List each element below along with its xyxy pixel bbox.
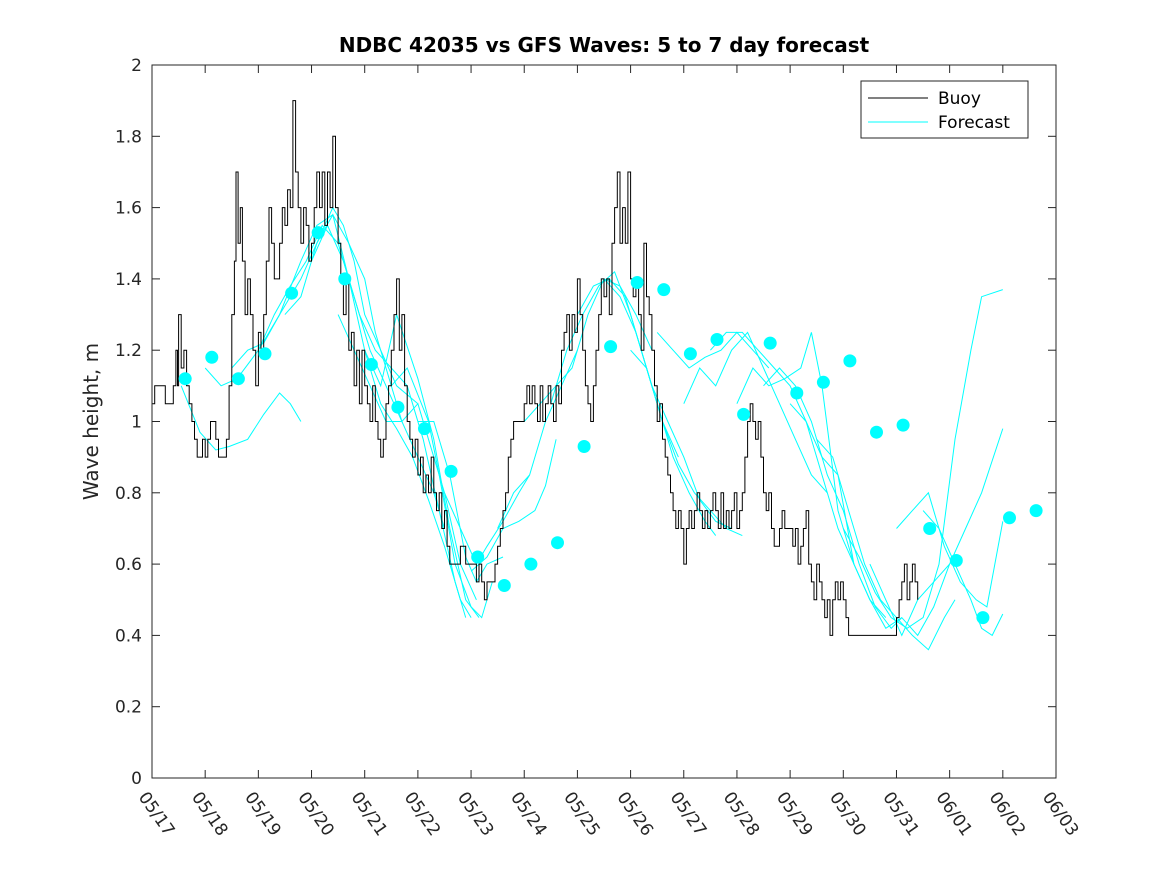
- forecast-line-23: [789, 403, 951, 637]
- forecast-marker-2: [231, 372, 245, 386]
- forecast-line-28: [922, 510, 1004, 637]
- forecast-marker-25: [843, 354, 857, 368]
- forecast-marker-29: [949, 554, 963, 567]
- forecast-marker-15: [577, 440, 591, 453]
- forecast-marker-22: [763, 336, 777, 350]
- forecast-marker-27: [896, 418, 910, 432]
- y-tick-label-7: 1.4: [115, 270, 142, 290]
- forecast-marker-5: [311, 226, 325, 240]
- forecast-marker-12: [497, 579, 511, 592]
- y-tick-label-1: 0.2: [115, 698, 142, 718]
- forecast-line-0: [180, 385, 302, 451]
- forecast-line-13: [523, 278, 653, 422]
- y-tick-label-5: 1: [131, 413, 142, 433]
- legend-forecast-label: Forecast: [938, 113, 1010, 133]
- plot-area: [152, 65, 1056, 778]
- forecast-marker-3: [258, 347, 272, 361]
- chart-title: NDBC 42035 vs GFS Waves: 5 to 7 day fore…: [339, 33, 870, 57]
- forecast-marker-6: [338, 272, 352, 286]
- forecast-line-11: [470, 439, 557, 572]
- forecast-marker-9: [418, 422, 431, 436]
- forecast-marker-4: [285, 286, 299, 300]
- forecast-marker-13: [524, 557, 538, 571]
- y-axis-label: Wave height, m: [79, 343, 103, 500]
- forecast-marker-24: [816, 375, 830, 389]
- forecast-marker-28: [923, 522, 937, 535]
- y-tick-label-4: 0.8: [115, 484, 142, 504]
- forecast-marker-30: [976, 611, 990, 625]
- forecast-line-20: [710, 331, 855, 565]
- forecast-marker-11: [471, 550, 485, 564]
- forecast-marker-16: [604, 340, 618, 354]
- forecast-marker-26: [870, 425, 883, 439]
- y-tick-label-9: 1.8: [115, 127, 142, 147]
- forecast-line-18: [656, 331, 770, 369]
- y-tick-label-10: 2: [131, 56, 142, 76]
- buoy-line: [152, 100, 919, 636]
- forecast-marker-21: [737, 407, 751, 421]
- forecast-marker-8: [391, 400, 405, 414]
- forecast-marker-14: [551, 536, 564, 550]
- forecast-line-7: [364, 312, 480, 618]
- forecast-marker-20: [710, 333, 724, 346]
- y-tick-label-6: 1.2: [115, 341, 142, 361]
- forecast-marker-19: [683, 347, 697, 361]
- y-tick-label-3: 0.6: [115, 555, 142, 575]
- forecast-marker-17: [630, 276, 644, 289]
- forecast-marker-0: [178, 372, 192, 386]
- legend-buoy-label: Buoy: [938, 89, 981, 109]
- y-tick-label-0: 0: [131, 769, 142, 789]
- forecast-marker-18: [657, 283, 671, 297]
- forecast-marker-7: [364, 358, 378, 371]
- forecast-line-25: [842, 289, 1003, 629]
- forecast-marker-23: [790, 386, 804, 400]
- y-tick-label-8: 1.6: [115, 199, 142, 219]
- y-tick-label-2: 0.4: [115, 626, 142, 646]
- forecast-marker-32: [1029, 504, 1043, 518]
- forecast-marker-1: [205, 350, 219, 364]
- forecast-line-10: [444, 474, 531, 566]
- data-layer: [152, 100, 1043, 651]
- forecast-marker-31: [1003, 511, 1016, 525]
- forecast-line-4: [284, 213, 472, 618]
- forecast-marker-10: [444, 464, 458, 478]
- legend: Buoy Forecast: [860, 80, 1029, 139]
- forecast-line-26: [869, 428, 1004, 637]
- forecast-line-12: [497, 349, 578, 529]
- forecast-line-19: [683, 331, 828, 494]
- legend-box: [860, 80, 1029, 139]
- forecast-line-24: [816, 438, 956, 651]
- forecast-line-22: [763, 367, 903, 630]
